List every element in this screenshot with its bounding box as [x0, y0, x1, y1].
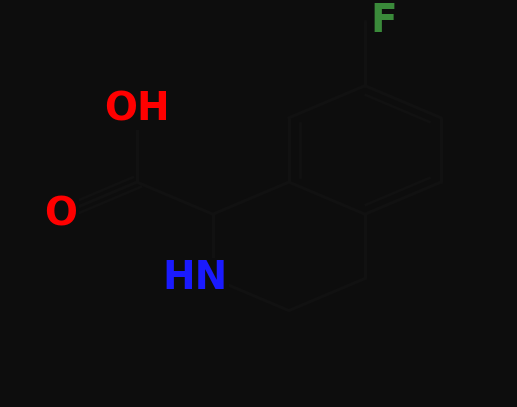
Text: HN: HN: [162, 260, 227, 298]
Text: OH: OH: [104, 90, 170, 128]
Text: O: O: [44, 195, 78, 233]
Text: F: F: [370, 2, 397, 40]
